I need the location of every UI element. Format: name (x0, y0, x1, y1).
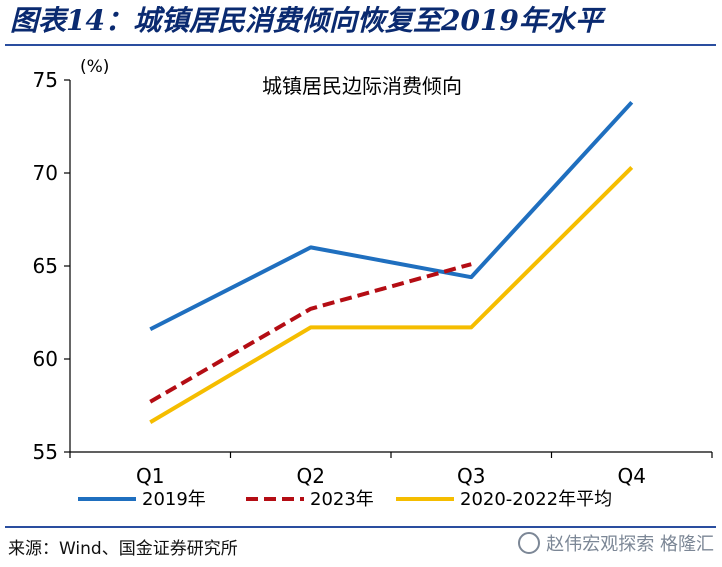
watermark-text: 赵伟宏观探索 格隆汇 (546, 534, 714, 555)
source-note: 来源：Wind、国金证券研究所 (8, 539, 238, 559)
chart-title: 城镇居民边际消费倾向 (262, 74, 462, 98)
x-tick-label: Q4 (618, 464, 646, 488)
y-tick-label: 70 (33, 161, 58, 185)
footer-divider (5, 526, 716, 528)
chart-series (149, 100, 634, 424)
x-tick-label: Q1 (136, 464, 164, 488)
wechat-icon (518, 532, 541, 554)
y-axis-unit: (%) (80, 57, 109, 77)
x-tick-label: Q2 (297, 464, 325, 488)
y-tick-label: 55 (33, 440, 58, 464)
watermark: 赵伟宏观探索 格隆汇 (518, 530, 714, 556)
line-chart: 55 60 65 70 75 Q1 Q2 Q3 Q4 (%) 城镇居民边际消费倾向 2019年 202… (33, 57, 713, 510)
series-line (149, 166, 634, 424)
y-tick-label: 75 (33, 68, 58, 92)
legend-label: 2020-2022年平均 (460, 489, 612, 510)
y-tick-label: 60 (33, 347, 58, 371)
title-divider (5, 44, 716, 46)
chart-legend: 2019年 2023年 2020-2022年平均 (78, 489, 612, 510)
series-line (149, 262, 472, 404)
figure-title: 图表14：城镇居民消费倾向恢复至2019年水平 (10, 4, 603, 37)
chart-axes: 55 60 65 70 75 Q1 Q2 Q3 Q4 (%) 城镇居民边际消费倾向 (33, 57, 713, 488)
series-line (149, 100, 634, 332)
legend-label: 2023年 (310, 489, 374, 510)
x-tick-label: Q3 (457, 464, 485, 488)
legend-label: 2019年 (142, 489, 206, 510)
y-tick-label: 65 (33, 254, 58, 278)
